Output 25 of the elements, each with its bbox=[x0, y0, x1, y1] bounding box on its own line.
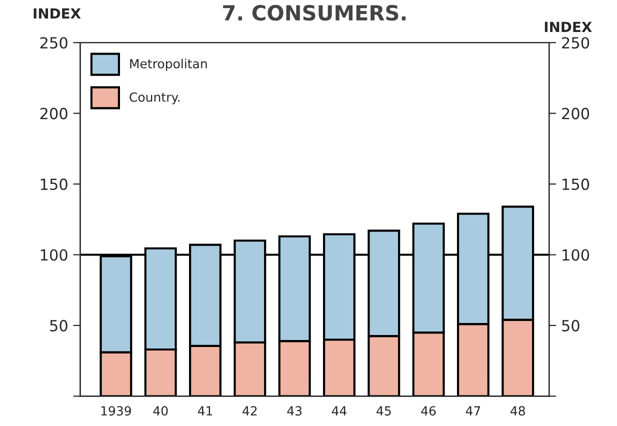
x-tick-label: 41 bbox=[198, 406, 212, 416]
y2-tick-label: 100 bbox=[562, 249, 590, 261]
y-tick-label: 250 bbox=[40, 37, 68, 49]
y2-tick-label: 250 bbox=[562, 37, 590, 49]
x-tick-label: 1939 bbox=[101, 406, 131, 416]
chart-title: 7. CONSUMERS. bbox=[223, 4, 406, 21]
x-tick-label: 42 bbox=[242, 406, 257, 416]
y-tick-label: 50 bbox=[50, 320, 68, 332]
legend-label: Country. bbox=[130, 92, 180, 104]
x-tick-label: 45 bbox=[376, 406, 391, 416]
x-tick-label: 47 bbox=[466, 406, 480, 416]
legend-label: Metropolitan bbox=[130, 58, 207, 71]
y-tick-label: 100 bbox=[40, 249, 68, 261]
y2-tick-label: 50 bbox=[562, 320, 580, 332]
y2-tick-label: 200 bbox=[562, 108, 590, 120]
x-tick-label: 44 bbox=[332, 406, 346, 416]
x-tick-label: 43 bbox=[287, 406, 302, 416]
y-tick-label: 200 bbox=[40, 108, 68, 120]
y2-tick-label: 150 bbox=[562, 178, 590, 190]
x-tick-label: 46 bbox=[421, 406, 436, 416]
y-axis-title: INDEX bbox=[34, 8, 81, 18]
x-tick-label: 40 bbox=[153, 406, 168, 416]
y-tick-label: 150 bbox=[40, 178, 68, 190]
y2-axis-title: INDEX bbox=[544, 22, 592, 32]
x-tick-label: 48 bbox=[510, 406, 525, 416]
